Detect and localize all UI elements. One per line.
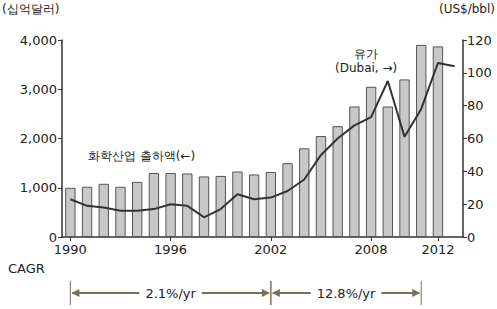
- svg-text:1990: 1990: [54, 242, 87, 257]
- svg-text:60: 60: [467, 131, 484, 146]
- svg-text:CAGR: CAGR: [8, 261, 45, 276]
- svg-text:(Dubai, →): (Dubai, →): [335, 61, 397, 75]
- svg-text:화학산업 출하액(←): 화학산업 출하액(←): [88, 149, 195, 163]
- svg-text:4,000: 4,000: [20, 33, 57, 48]
- svg-text:120: 120: [467, 33, 492, 48]
- svg-text:80: 80: [467, 98, 484, 113]
- svg-text:0: 0: [467, 230, 475, 245]
- svg-text:0: 0: [48, 229, 57, 245]
- svg-text:2008: 2008: [355, 242, 388, 257]
- svg-text:40: 40: [467, 164, 484, 179]
- svg-text:유가: 유가: [354, 47, 378, 61]
- svg-text:(US$/bbl): (US$/bbl): [439, 2, 495, 16]
- svg-text:12.8%/yr: 12.8%/yr: [317, 286, 376, 301]
- svg-text:2012: 2012: [421, 242, 454, 257]
- svg-text:2,000: 2,000: [20, 131, 57, 146]
- svg-text:20: 20: [467, 197, 484, 212]
- svg-text:2.1%/yr: 2.1%/yr: [145, 286, 196, 301]
- svg-text:1996: 1996: [154, 242, 187, 257]
- svg-text:2002: 2002: [254, 242, 287, 257]
- svg-text:(십억달러): (십억달러): [2, 2, 59, 16]
- svg-text:100: 100: [467, 65, 492, 80]
- svg-text:1,000: 1,000: [20, 180, 57, 195]
- svg-text:3,000: 3,000: [20, 82, 57, 97]
